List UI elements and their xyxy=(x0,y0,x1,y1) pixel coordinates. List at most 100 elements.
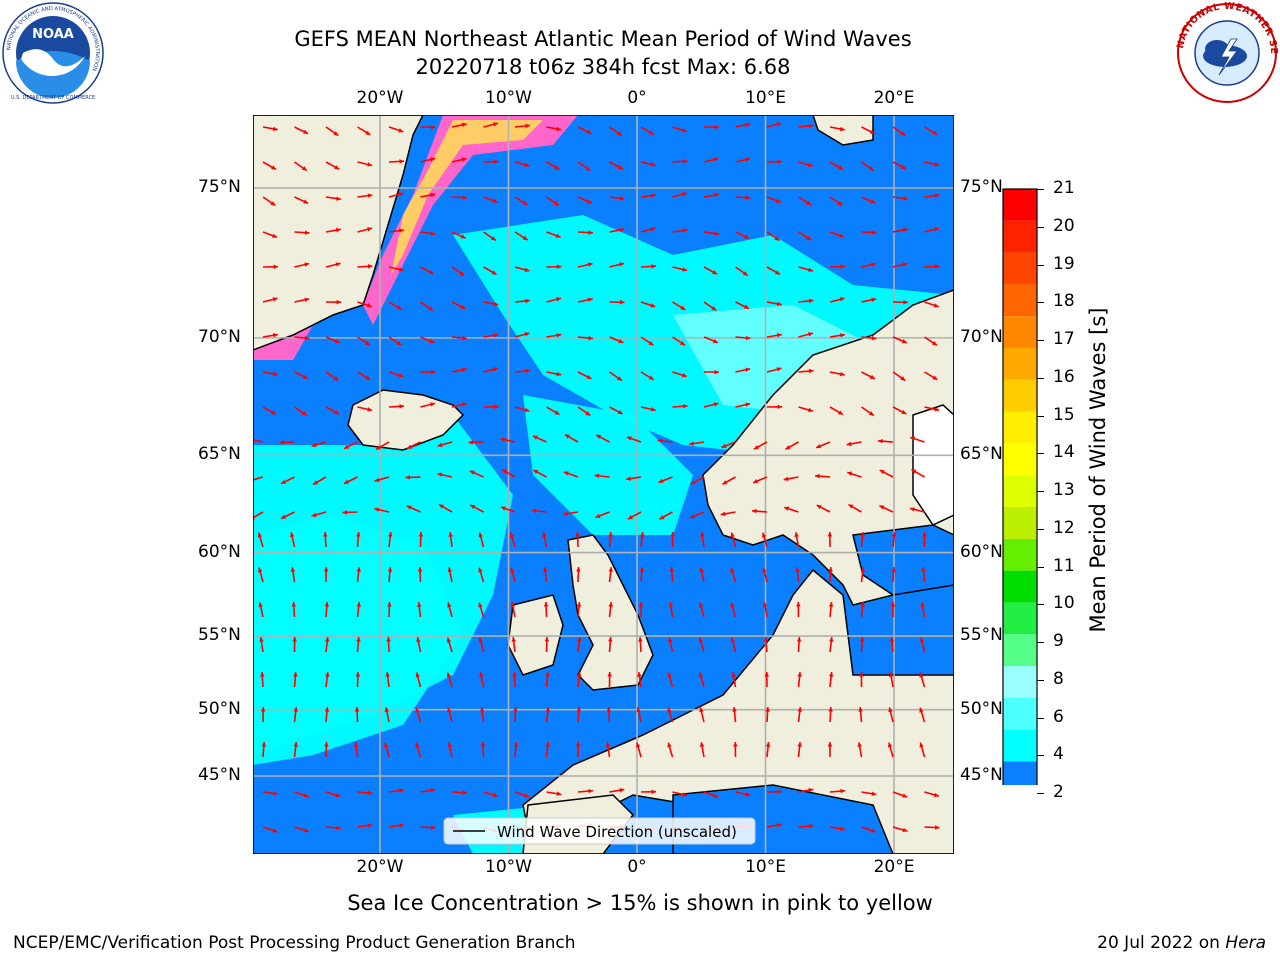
wave-arrow xyxy=(879,469,894,478)
wave-arrow xyxy=(577,230,594,235)
wave-arrow xyxy=(325,196,341,201)
wave-arrow xyxy=(577,788,594,794)
wave-arrow xyxy=(667,707,674,723)
wave-arrow xyxy=(420,301,434,312)
wave-arrow xyxy=(420,266,435,275)
wave-arrow xyxy=(919,742,926,758)
wave-arrow xyxy=(659,511,673,521)
wave-arrow xyxy=(575,741,581,758)
wave-arrow xyxy=(703,402,719,408)
tick-label: 10°E xyxy=(745,88,786,108)
tick-label: 60°N xyxy=(960,541,1003,562)
wave-arrow xyxy=(735,335,751,341)
tick-label: 0° xyxy=(627,857,647,877)
wave-arrow xyxy=(829,264,846,269)
wave-arrow xyxy=(859,671,864,688)
wave-arrow xyxy=(609,161,624,170)
wave-arrow xyxy=(483,791,499,798)
colorbar-block xyxy=(1003,443,1037,476)
wave-arrow xyxy=(357,371,371,381)
wave-arrow xyxy=(607,671,612,688)
wave-arrow xyxy=(892,336,908,344)
colorbar-tick-label: 15 xyxy=(1053,404,1075,425)
land-area xyxy=(347,389,465,451)
wave-arrow xyxy=(325,672,330,688)
wave-arrow xyxy=(447,602,453,618)
wave-arrow xyxy=(294,826,310,833)
wave-arrow xyxy=(640,126,655,136)
wave-arrow xyxy=(294,230,310,235)
tick-label: 10°W xyxy=(485,857,532,877)
colorbar-tick-mark xyxy=(1037,226,1044,228)
wave-arrow xyxy=(343,441,358,450)
wave-arrow xyxy=(357,301,373,308)
wave-arrow xyxy=(672,266,688,272)
tick-label: 20°E xyxy=(873,88,915,108)
wave-arrow xyxy=(294,335,310,341)
wave-arrow xyxy=(919,637,926,653)
colorbar-tick-mark xyxy=(1037,377,1044,379)
wave-arrow xyxy=(546,371,562,377)
wave-arrow xyxy=(514,161,530,167)
wave-arrow xyxy=(546,333,562,338)
wave-arrow xyxy=(762,602,768,618)
wave-arrow xyxy=(892,227,908,233)
wave-arrow xyxy=(638,601,644,618)
wave-arrow xyxy=(451,402,467,408)
wave-arrow xyxy=(924,336,938,346)
wave-arrow xyxy=(293,671,298,688)
wave-arrow xyxy=(733,741,738,758)
wave-arrow xyxy=(420,369,436,375)
wave-arrow xyxy=(293,707,298,723)
wave-arrow xyxy=(924,161,940,167)
wave-arrow xyxy=(829,637,834,653)
colorbar-block xyxy=(1003,666,1037,698)
wave-arrow xyxy=(668,602,674,618)
wave-arrow xyxy=(357,161,373,167)
wave-arrow xyxy=(262,333,278,338)
wave-arrow xyxy=(280,476,295,485)
wave-arrow xyxy=(420,231,436,236)
wave-arrow xyxy=(532,469,547,478)
tick-label: 20°E xyxy=(873,857,915,877)
wave-arrow xyxy=(546,264,562,270)
colorbar-tick-mark xyxy=(1037,755,1044,757)
wave-arrow xyxy=(294,406,308,417)
colorbar-block xyxy=(1003,475,1037,507)
wave-arrow xyxy=(846,441,862,447)
wave-arrow xyxy=(829,161,844,171)
wave-arrow xyxy=(690,476,705,485)
wave-arrow xyxy=(794,532,800,548)
wave-arrow xyxy=(294,161,308,172)
wave-arrow xyxy=(577,262,593,268)
colorbar-tick-label: 9 xyxy=(1053,631,1064,652)
wave-arrow xyxy=(510,567,516,583)
wave-arrow xyxy=(892,126,906,137)
wave-arrow xyxy=(356,602,362,618)
wave-arrow xyxy=(500,506,516,513)
wave-arrow xyxy=(415,672,422,688)
colorbar-tick-mark xyxy=(1037,566,1044,568)
wave-arrow xyxy=(514,368,531,374)
wave-arrow xyxy=(417,566,423,583)
wave-arrow xyxy=(848,503,862,513)
wave-arrow xyxy=(259,637,264,653)
wave-arrow xyxy=(672,159,688,164)
wave-arrow xyxy=(626,476,642,481)
wave-arrow xyxy=(735,122,751,128)
wave-arrow xyxy=(753,441,768,450)
wave-arrow xyxy=(861,371,876,380)
wave-arrow xyxy=(766,159,783,165)
wave-arrow xyxy=(514,231,529,241)
wave-arrow xyxy=(827,741,833,758)
colorbar-tick-mark xyxy=(1037,415,1044,417)
wave-arrow xyxy=(669,566,675,583)
wave-arrow xyxy=(766,266,781,276)
colorbar-tick-label: 8 xyxy=(1053,668,1064,689)
tick-label: 65°N xyxy=(198,444,241,465)
wave-arrow xyxy=(447,567,453,583)
wave-arrow xyxy=(356,531,361,548)
wave-arrow xyxy=(877,438,894,444)
wave-arrow xyxy=(483,333,499,338)
wave-arrow xyxy=(667,672,674,688)
